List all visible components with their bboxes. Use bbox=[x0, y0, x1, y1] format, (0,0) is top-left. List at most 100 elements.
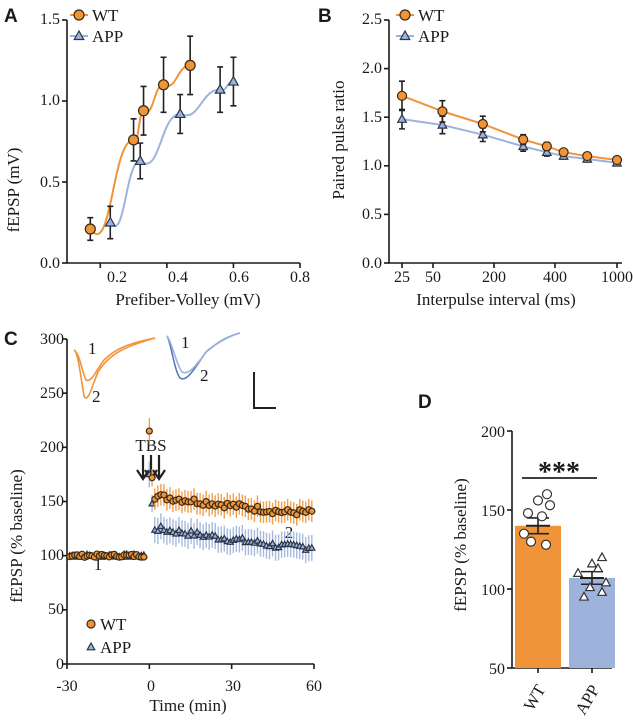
b-xtick-3: 400 bbox=[543, 269, 567, 286]
c-app-point-32 bbox=[148, 499, 157, 507]
a-ylabel: fEPSP (mV) bbox=[4, 148, 23, 233]
c-ytick-1: 50 bbox=[48, 601, 64, 618]
d-app-dot-5 bbox=[592, 562, 604, 573]
b-xtick-4: 1000 bbox=[601, 269, 633, 286]
d-ytick-2: 150 bbox=[481, 503, 505, 520]
a-xlabel: Prefiber-Volley (mV) bbox=[115, 290, 260, 309]
c-app-point-35 bbox=[156, 521, 165, 530]
b-ytick-2: 1.0 bbox=[362, 157, 382, 174]
d-wt-dot-4 bbox=[522, 508, 534, 519]
b-ytick-3: 1.5 bbox=[362, 109, 382, 126]
c-tbs-label: TBS bbox=[135, 436, 166, 455]
c-app-point-44 bbox=[183, 531, 193, 539]
c-app-point-47 bbox=[193, 527, 202, 535]
b-wt-point-7 bbox=[611, 154, 623, 166]
c-app-point-34 bbox=[153, 526, 162, 534]
b-legend-app-marker bbox=[399, 29, 411, 41]
c-app-point-72 bbox=[268, 539, 277, 547]
c-app-point-46 bbox=[190, 531, 199, 539]
a-xtick-1: 0.4 bbox=[168, 269, 188, 286]
a-app-point-0 bbox=[104, 216, 117, 227]
d-xtick-wt: WT bbox=[520, 681, 550, 714]
c-xlabel: Time (min) bbox=[149, 696, 226, 715]
panel-d-label: D bbox=[418, 392, 432, 413]
c-ytick-2: 100 bbox=[40, 547, 64, 564]
panel-c-chart: fEPSP (% baseline) Time (min) 0 50 100 1… bbox=[7, 331, 322, 715]
a-wt-point-4 bbox=[184, 59, 196, 71]
b-ylabel: Paired pulse ratio bbox=[329, 81, 348, 200]
d-ylabel: fEPSP (% baseline) bbox=[451, 478, 470, 611]
d-wt-dot-2 bbox=[518, 528, 530, 539]
d-wt-dot-6 bbox=[532, 495, 544, 506]
d-app-dot-0 bbox=[578, 591, 590, 601]
c-legend-wt: WT bbox=[100, 615, 127, 634]
a-ytick-2: 1.0 bbox=[40, 92, 60, 109]
d-wt-dot-5 bbox=[544, 500, 556, 511]
b-wt-point-3 bbox=[518, 134, 529, 145]
a-wt-point-1 bbox=[127, 134, 140, 146]
b-ytick-5: 2.5 bbox=[362, 11, 382, 28]
panel-b-label: B bbox=[318, 6, 332, 27]
c-app-point-62 bbox=[238, 533, 247, 541]
d-ytick-0: 50 bbox=[489, 661, 505, 678]
c-app-point-41 bbox=[174, 525, 184, 534]
b-legend-app: APP bbox=[418, 27, 449, 46]
d-wt-dot-7 bbox=[541, 489, 553, 500]
c-trace-app-1-line bbox=[166, 332, 241, 374]
d-app-dot-6 bbox=[586, 557, 598, 568]
d-app-dot-1 bbox=[596, 586, 608, 596]
c-trace-app-1: 1 bbox=[181, 333, 190, 352]
b-ytick-4: 2.0 bbox=[362, 60, 382, 77]
c-tbs-arrow-2 bbox=[152, 455, 166, 481]
d-app-dot-3 bbox=[600, 576, 612, 587]
c-scale-bar bbox=[253, 372, 276, 409]
c-trace-app-2: 2 bbox=[200, 366, 209, 385]
b-app-point-0 bbox=[396, 113, 408, 123]
b-wt-line bbox=[401, 94, 618, 161]
d-app-dot-2 bbox=[584, 581, 596, 592]
c-trace-wt-1: 1 bbox=[88, 339, 97, 358]
d-xtick-app: APP bbox=[571, 682, 603, 719]
d-wt-dot-0 bbox=[525, 536, 537, 547]
c-app-point-45 bbox=[186, 526, 196, 534]
b-ytick-0: 0.0 bbox=[362, 255, 382, 272]
b-ytick-1: 0.5 bbox=[362, 206, 382, 223]
a-wt-point-3 bbox=[157, 79, 170, 91]
d-wt-dot-1 bbox=[540, 539, 552, 550]
a-app-point-2 bbox=[174, 107, 186, 119]
c-ytick-4: 200 bbox=[40, 439, 64, 456]
c-wt-point-85 bbox=[308, 507, 316, 515]
b-legend-wt-marker bbox=[399, 9, 411, 21]
panel-a-label: A bbox=[4, 6, 18, 27]
a-legend-app-marker bbox=[73, 29, 85, 41]
c-xtick-0: -30 bbox=[56, 678, 77, 695]
d-wt-dot-3 bbox=[536, 511, 548, 522]
d-bar-wt bbox=[515, 525, 561, 668]
a-app-point-3 bbox=[214, 83, 226, 94]
a-legend-wt: WT bbox=[92, 6, 119, 25]
a-app-point-1 bbox=[134, 154, 147, 166]
a-ytick-0: 0.0 bbox=[40, 255, 60, 272]
c-trace-wt-2: 2 bbox=[92, 387, 101, 406]
b-app-point-4 bbox=[541, 146, 553, 156]
c-wt-point-80 bbox=[293, 511, 301, 519]
b-wt-point-4 bbox=[541, 141, 552, 152]
a-wt-point-2 bbox=[137, 105, 150, 117]
b-xlabel: Interpulse interval (ms) bbox=[416, 290, 576, 309]
b-xtick-0: 25 bbox=[394, 269, 410, 286]
c-wt-point-30 bbox=[140, 553, 148, 561]
c-wt-point-67 bbox=[253, 502, 262, 510]
d-bar-app bbox=[569, 577, 615, 668]
c-marker-1: 1 bbox=[94, 555, 103, 574]
b-xtick-2: 200 bbox=[482, 269, 506, 286]
c-app-point-67 bbox=[253, 536, 262, 544]
a-legend-app: APP bbox=[92, 27, 123, 46]
b-legend-wt: WT bbox=[418, 6, 445, 25]
c-app-point-85 bbox=[307, 543, 316, 551]
a-app-point-4 bbox=[227, 75, 240, 86]
b-xtick-1: 50 bbox=[425, 269, 441, 286]
c-app-point-40 bbox=[171, 529, 181, 537]
panel-b-chart: Paired pulse ratio Interpulse interval (… bbox=[329, 6, 633, 309]
c-trace-wt-1-line bbox=[73, 337, 156, 382]
a-ytick-1: 0.5 bbox=[40, 174, 60, 191]
